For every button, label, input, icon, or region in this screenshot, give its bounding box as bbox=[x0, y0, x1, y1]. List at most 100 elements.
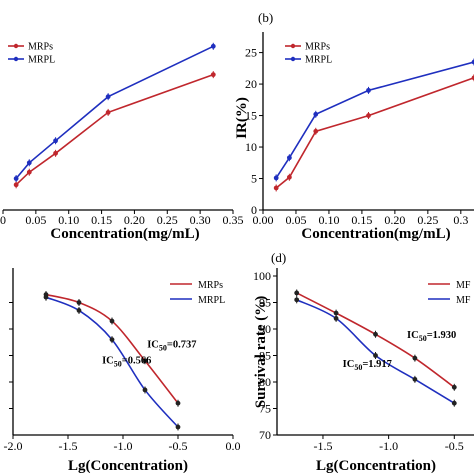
p0-x-tick-label: 0.35 bbox=[223, 213, 244, 227]
p3-x-tick-label: -1.0 bbox=[379, 439, 398, 453]
p2-data-point bbox=[109, 337, 115, 342]
p0-data-point bbox=[26, 160, 32, 166]
p2-data-point bbox=[175, 400, 181, 406]
p1-data-point bbox=[366, 87, 371, 93]
p1-x-tick-label: 0.05 bbox=[285, 213, 306, 227]
p0-x-tick-label: 0.25 bbox=[157, 213, 178, 227]
panel-b: (b) Concentration(mg/mL) IR(%) 0.00 0.05 0… bbox=[234, 10, 474, 242]
p0-data-point bbox=[53, 150, 58, 156]
p1-x-tick-label: 0.15 bbox=[351, 213, 372, 227]
p0-x-tick-label: 0.30 bbox=[190, 213, 211, 227]
panel-d-xlabel: Lg(Concentration) bbox=[316, 458, 436, 474]
p0-legend-marker bbox=[13, 43, 19, 49]
p2-ic50-annotation: IC50=0.737 bbox=[147, 340, 196, 353]
p0-series-mrpl-line bbox=[15, 45, 214, 180]
p1-data-point bbox=[286, 155, 292, 161]
p1-legend-marker bbox=[290, 43, 296, 49]
p1-x-tick-label: 0.3 bbox=[453, 213, 468, 227]
p1-data-point bbox=[366, 113, 371, 118]
p2-data-point bbox=[142, 387, 148, 393]
p3-x-tick-label: -1.5 bbox=[313, 439, 332, 453]
p2-x-tick-label: 0.0 bbox=[226, 439, 241, 453]
p3-data-point bbox=[373, 331, 378, 337]
p0-x-tick-label: 0.05 bbox=[25, 213, 46, 227]
panel-d-label: (d) bbox=[271, 250, 286, 265]
p2-x-tick-label: -0.5 bbox=[169, 439, 188, 453]
p1-x-tick-label: 0.00 bbox=[253, 213, 274, 227]
p3-y-tick-label: 100 bbox=[253, 269, 271, 283]
p2-data-point bbox=[43, 294, 49, 300]
p1-data-point bbox=[471, 75, 474, 81]
p1-y-tick-label: 0 bbox=[251, 203, 257, 217]
p3-data-point bbox=[412, 376, 418, 382]
p3-data-point bbox=[451, 384, 457, 390]
p1-legend-marker bbox=[290, 56, 296, 62]
p1-x-tick-label: 0.25 bbox=[417, 213, 438, 227]
p1-y-tick-label: 15 bbox=[245, 109, 257, 123]
panel-b-label: (b) bbox=[258, 10, 273, 25]
p3-data-point bbox=[412, 355, 418, 361]
p0-legend-marker bbox=[13, 56, 19, 62]
p0-x-tick-label: 0 bbox=[0, 213, 6, 227]
p2-data-point bbox=[76, 300, 82, 305]
p0-legend-label: MRPL bbox=[28, 55, 55, 66]
p3-y-tick-label: 85 bbox=[259, 349, 271, 363]
p2-x-tick-label: -2.0 bbox=[4, 439, 23, 453]
p2-ic50-annotation: IC50=0.566 bbox=[102, 355, 151, 368]
panel-d-ylabel: Survival rate (%) bbox=[253, 296, 269, 408]
p1-legend-label: MRPL bbox=[305, 55, 332, 66]
p0-data-point bbox=[53, 138, 58, 144]
p1-y-tick-label: 5 bbox=[251, 172, 257, 186]
p1-data-point bbox=[313, 128, 319, 134]
p1-x-tick-label: 0.20 bbox=[384, 213, 405, 227]
p3-data-point bbox=[333, 316, 339, 321]
panel-c: Lg(Concentration) -2.0 -1.5 -1.0 -0.5 0.0 MRP… bbox=[4, 268, 241, 474]
p0-data-point bbox=[13, 176, 19, 181]
p3-y-tick-label: 80 bbox=[259, 375, 271, 389]
p0-data-point bbox=[210, 43, 216, 49]
p1-y-tick-label: 20 bbox=[245, 77, 257, 91]
p3-y-tick-label: 75 bbox=[259, 402, 271, 416]
p3-ic50-annotation: IC50=1.930 bbox=[407, 330, 456, 343]
p3-y-tick-label: 70 bbox=[259, 428, 271, 442]
p2-legend-label: MRPL bbox=[198, 295, 225, 306]
p0-data-point bbox=[26, 169, 32, 175]
p2-legend-label: MRPs bbox=[198, 280, 223, 291]
p3-legend-label: MF bbox=[456, 280, 471, 291]
p0-x-tick-label: 0.20 bbox=[124, 213, 145, 227]
p2-data-point bbox=[175, 424, 181, 430]
p2-data-point bbox=[109, 318, 115, 324]
p1-data-point bbox=[471, 59, 474, 65]
p3-x-tick-label: -0.5 bbox=[445, 439, 464, 453]
p0-x-tick-label: 0.15 bbox=[91, 213, 112, 227]
p2-data-point bbox=[142, 358, 148, 364]
p3-data-point bbox=[373, 353, 378, 358]
p3-y-tick-label: 90 bbox=[259, 322, 271, 336]
p0-series-mrps-line bbox=[15, 73, 214, 186]
p1-data-point bbox=[286, 174, 292, 180]
p1-legend-label: MRPs bbox=[305, 42, 330, 53]
p0-data-point bbox=[210, 72, 216, 78]
p3-legend-label: MF bbox=[456, 295, 471, 306]
p1-y-tick-label: 25 bbox=[245, 46, 257, 60]
p2-x-tick-label: -1.5 bbox=[59, 439, 78, 453]
panel-b-xlabel: Concentration(mg/mL) bbox=[301, 226, 450, 242]
p2-data-point bbox=[76, 308, 82, 313]
p0-data-point bbox=[105, 94, 111, 100]
p3-data-point bbox=[294, 290, 300, 296]
p1-x-tick-label: 0.10 bbox=[318, 213, 339, 227]
p1-series-mrpl-line bbox=[275, 61, 474, 179]
p0-legend-label: MRPs bbox=[28, 42, 53, 53]
panel-a: Concentration(mg/mL) 0 0.05 0.10 0.15 0.20 0.… bbox=[0, 42, 244, 243]
p3-data-point bbox=[333, 310, 339, 316]
p1-data-point bbox=[273, 175, 279, 181]
panel-b-ylabel: IR(%) bbox=[234, 97, 250, 139]
p0-x-tick-label: 0.10 bbox=[58, 213, 79, 227]
panel-a-xlabel: Concentration(mg/mL) bbox=[50, 226, 199, 242]
p2-x-tick-label: -1.0 bbox=[114, 439, 133, 453]
p0-data-point bbox=[105, 110, 111, 115]
p1-data-point bbox=[273, 185, 279, 191]
p1-y-tick-label: 10 bbox=[245, 140, 257, 154]
p3-ic50-annotation: IC50=1.917 bbox=[343, 359, 392, 372]
